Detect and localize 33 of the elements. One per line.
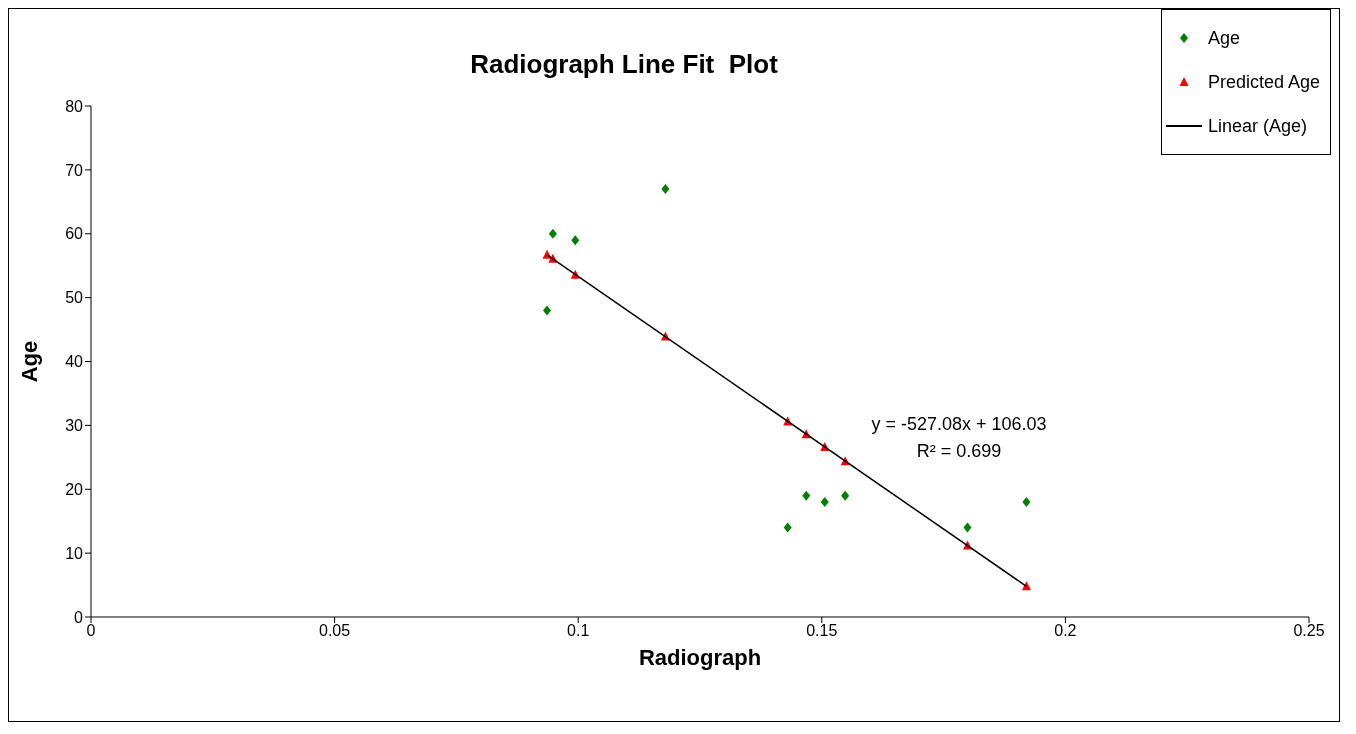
annotation: R² = 0.699 [915,441,1003,462]
point [1022,497,1031,508]
y-tick-label: 10 [65,544,84,562]
legend-label: Age [1207,27,1240,49]
chart-title: Radiograph Line Fit Plot [470,49,778,79]
x-tick-label: 0.1 [567,622,590,640]
y-tick-label: 70 [65,161,84,179]
point [543,305,552,316]
y-tick-label: 80 [65,97,84,115]
point [841,490,850,501]
x-axis-title: Radiograph [638,645,762,670]
annotation: y = -527.08x + 106.03 [870,414,1048,435]
y-axis-title: Age [16,340,42,383]
legend-label: Linear (Age) [1207,115,1307,137]
y-tick-label: 30 [65,417,84,435]
y-tick-label: 50 [65,289,84,307]
point [802,490,811,501]
y-tick-label: 0 [74,608,84,626]
x-tick-label: 0.25 [1293,622,1325,640]
point [783,522,792,533]
point [661,184,670,195]
point [820,497,829,508]
y-tick-label: 40 [65,353,84,371]
y-tick-label: 60 [65,225,84,243]
x-tick-label: 0 [86,622,96,640]
x-tick-label: 0.2 [1054,622,1077,640]
point [963,522,972,533]
legend-label: Predicted Age [1207,71,1320,93]
x-tick-label: 0.05 [319,622,351,640]
y-tick-label: 20 [65,480,84,498]
point [571,235,580,246]
point [548,228,557,239]
x-tick-label: 0.15 [806,622,838,640]
